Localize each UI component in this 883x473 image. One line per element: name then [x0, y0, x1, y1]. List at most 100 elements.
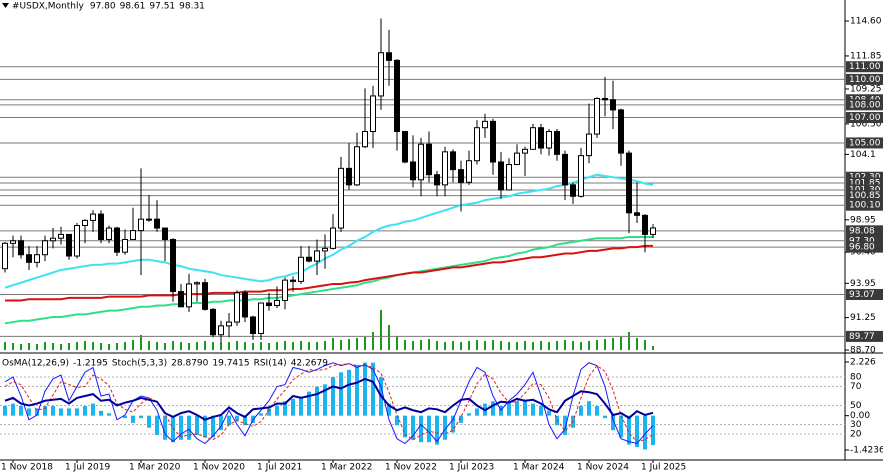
level-label: 105.00: [849, 138, 881, 148]
osma-bar: [259, 413, 263, 416]
level-label: 111.00: [849, 62, 881, 72]
volume-bar: [60, 344, 62, 350]
y-tick-label: 111.85: [850, 51, 882, 61]
osma-bar: [195, 415, 199, 435]
candle-body: [434, 174, 440, 186]
level-label-box: [846, 225, 883, 237]
ohlc-label: 97.80: [90, 2, 116, 12]
candle-body: [610, 99, 616, 111]
y2-tick-label: 70: [850, 382, 862, 392]
volume-bar: [36, 344, 38, 350]
volume-bar: [348, 339, 350, 350]
y-tick-label: 104.1: [850, 150, 876, 160]
volume-bar: [548, 342, 550, 350]
candle-body: [466, 160, 472, 183]
candle-body: [538, 127, 544, 149]
volume-bar: [324, 341, 326, 350]
indicator-value: 28.8790: [171, 359, 208, 369]
candle-body: [10, 240, 16, 244]
x-tick-label: 1 Mar 2024: [513, 463, 565, 473]
osma-bar: [219, 415, 223, 431]
volume-bar: [92, 342, 94, 350]
x-tick-label: 1 Jul 2019: [65, 463, 110, 473]
candle-body: [418, 143, 424, 181]
candle-body: [442, 151, 448, 186]
volume-bar: [396, 336, 398, 350]
candle-body: [394, 59, 400, 133]
candle-body: [362, 131, 368, 148]
osma-bar: [491, 401, 495, 416]
candle-body: [34, 254, 40, 263]
y-tick-label: 93.95: [850, 279, 876, 289]
level-label-box: [846, 112, 883, 124]
candle-body: [306, 256, 312, 262]
candle-body: [26, 254, 32, 263]
candle-body: [66, 233, 72, 257]
level-label-box: [846, 61, 883, 73]
osma-bar: [3, 406, 7, 416]
volume-bar: [588, 341, 590, 350]
indicator-name: RSI(14): [254, 359, 287, 369]
candle-body: [266, 302, 272, 307]
osma-bar: [435, 415, 439, 445]
y-tick-label: 91.25: [850, 313, 876, 323]
osma-bar: [395, 415, 399, 426]
volume-bar: [572, 341, 574, 350]
moving-average: [4, 235, 653, 325]
candle-body: [530, 127, 536, 150]
candle-body: [458, 169, 464, 183]
candle-body: [106, 227, 112, 240]
candle-body: [594, 97, 600, 135]
volume-bar: [212, 342, 214, 350]
level-label: 100.10: [849, 201, 881, 211]
osma-bar: [539, 406, 543, 416]
volume-bar: [124, 342, 126, 350]
volume-bar: [508, 342, 510, 350]
level-label-box: [846, 137, 883, 149]
osma-bar: [611, 415, 615, 431]
candle-body: [178, 291, 184, 308]
volume-bar: [76, 342, 78, 350]
candle-body: [290, 279, 296, 282]
y-tick-label: 0.00: [850, 411, 870, 421]
volume-bar: [604, 339, 606, 350]
osma-bar: [419, 415, 423, 443]
osma-bar: [123, 415, 127, 419]
osma-bar: [283, 401, 287, 416]
osma-bar: [299, 396, 303, 416]
indicator-name: Stoch(5,3,3): [112, 359, 167, 369]
candle-body: [634, 212, 640, 216]
volume-bar: [500, 341, 502, 350]
chart-title: #USDX,Monthly: [12, 2, 85, 12]
osma-bar: [459, 415, 463, 423]
volume-bar: [44, 342, 46, 350]
candle-body: [130, 230, 136, 240]
osma-bar: [43, 406, 47, 416]
level-label: 101.85: [849, 178, 881, 188]
osma-bar: [643, 415, 647, 450]
volume-bar: [244, 342, 246, 350]
candle-body: [354, 146, 360, 186]
candle-body: [186, 283, 192, 308]
candle-body: [378, 52, 384, 97]
osma-bar: [67, 408, 71, 416]
volume-bar: [236, 341, 238, 350]
volume-bar: [132, 340, 134, 350]
volume-bar: [428, 339, 430, 350]
y-tick-label: 109.25: [850, 84, 882, 94]
volume-bar: [220, 343, 222, 350]
osma-bar: [227, 415, 231, 426]
indicator-value: -1.2195: [73, 359, 108, 369]
osma-bar: [211, 415, 215, 438]
x-tick-label: 1 Jul 2023: [449, 463, 494, 473]
volume-bar: [156, 342, 158, 350]
ohlc-label: 98.61: [120, 2, 146, 12]
volume-bar: [300, 341, 302, 350]
moving-average: [4, 173, 654, 289]
osma-bar: [19, 406, 23, 416]
level-label: 93.07: [849, 290, 875, 300]
osma-bar: [139, 415, 143, 419]
candle-body: [298, 256, 304, 282]
candle-body: [482, 120, 488, 129]
